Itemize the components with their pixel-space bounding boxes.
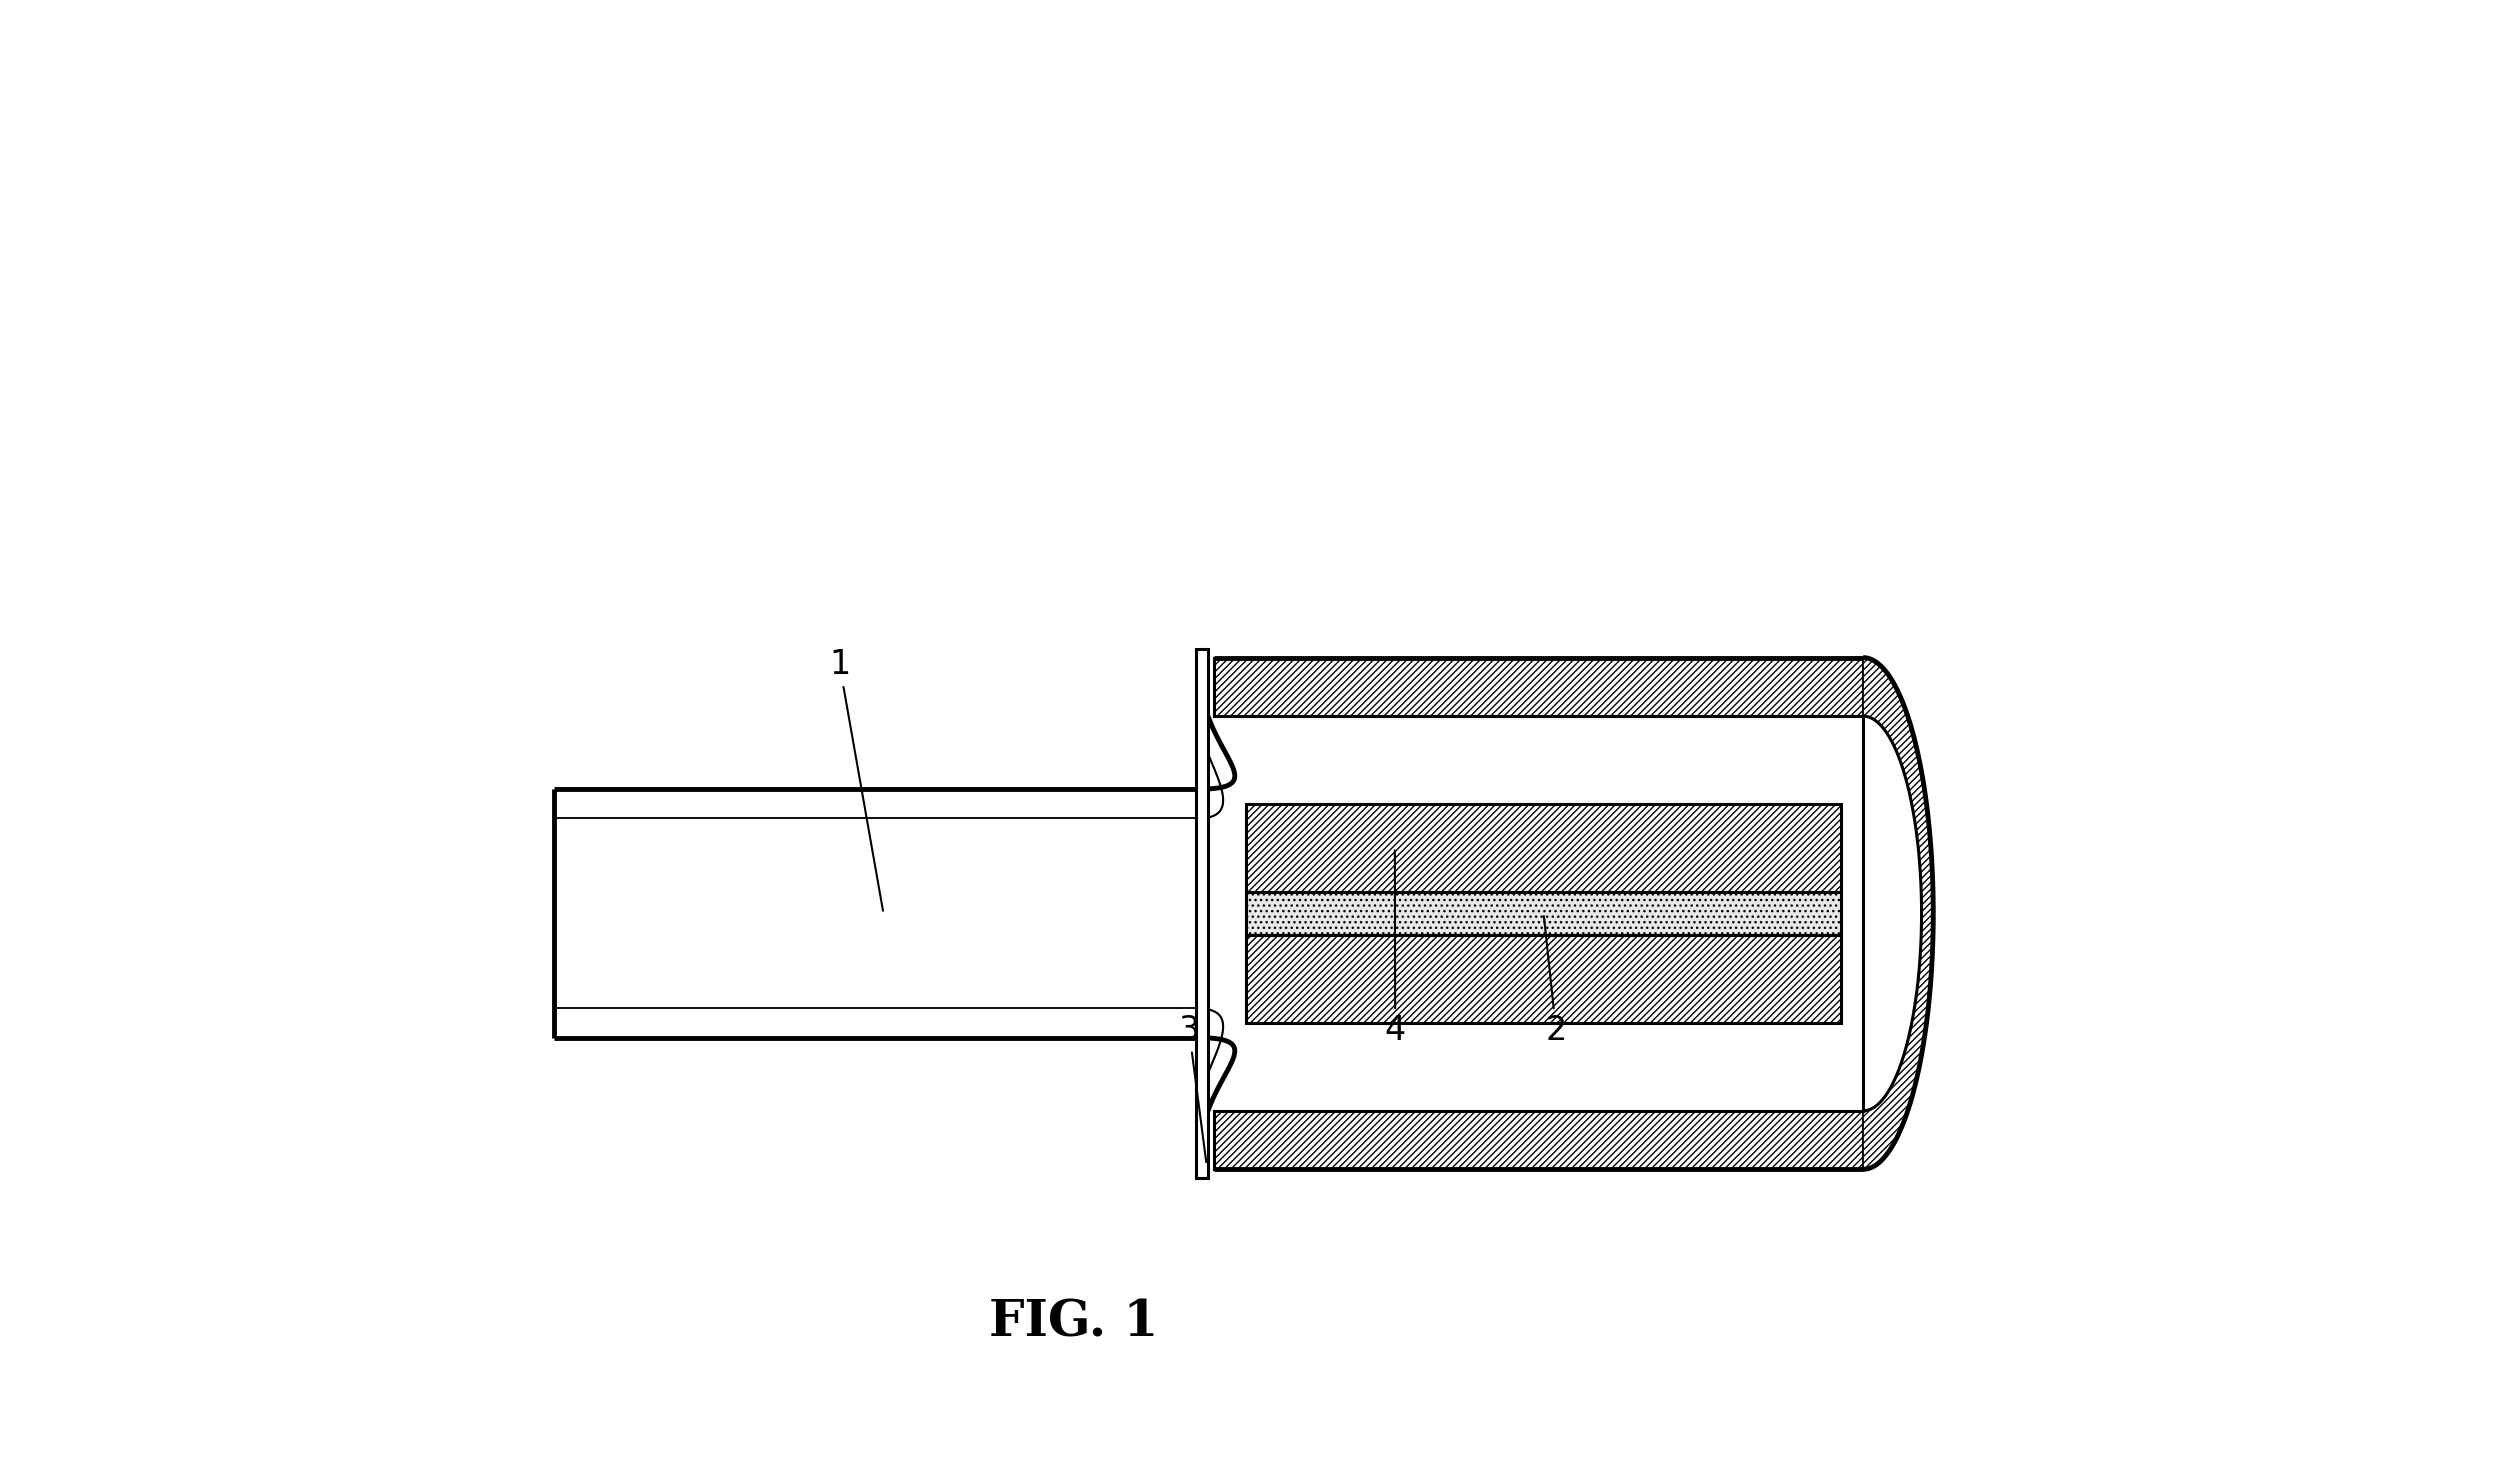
Bar bbox=[1247, 892, 1841, 936]
Text: 3: 3 bbox=[1179, 1014, 1207, 1162]
Text: FIG. 1: FIG. 1 bbox=[989, 1299, 1159, 1348]
Bar bbox=[1214, 658, 1864, 716]
Text: 1: 1 bbox=[829, 648, 882, 911]
Bar bbox=[1247, 804, 1841, 892]
Text: 2: 2 bbox=[1544, 917, 1566, 1046]
Bar bbox=[1214, 1111, 1864, 1169]
Bar bbox=[1247, 936, 1841, 1023]
Bar bbox=[1197, 649, 1209, 1178]
Polygon shape bbox=[1864, 658, 1933, 1169]
Text: 4: 4 bbox=[1384, 850, 1406, 1046]
